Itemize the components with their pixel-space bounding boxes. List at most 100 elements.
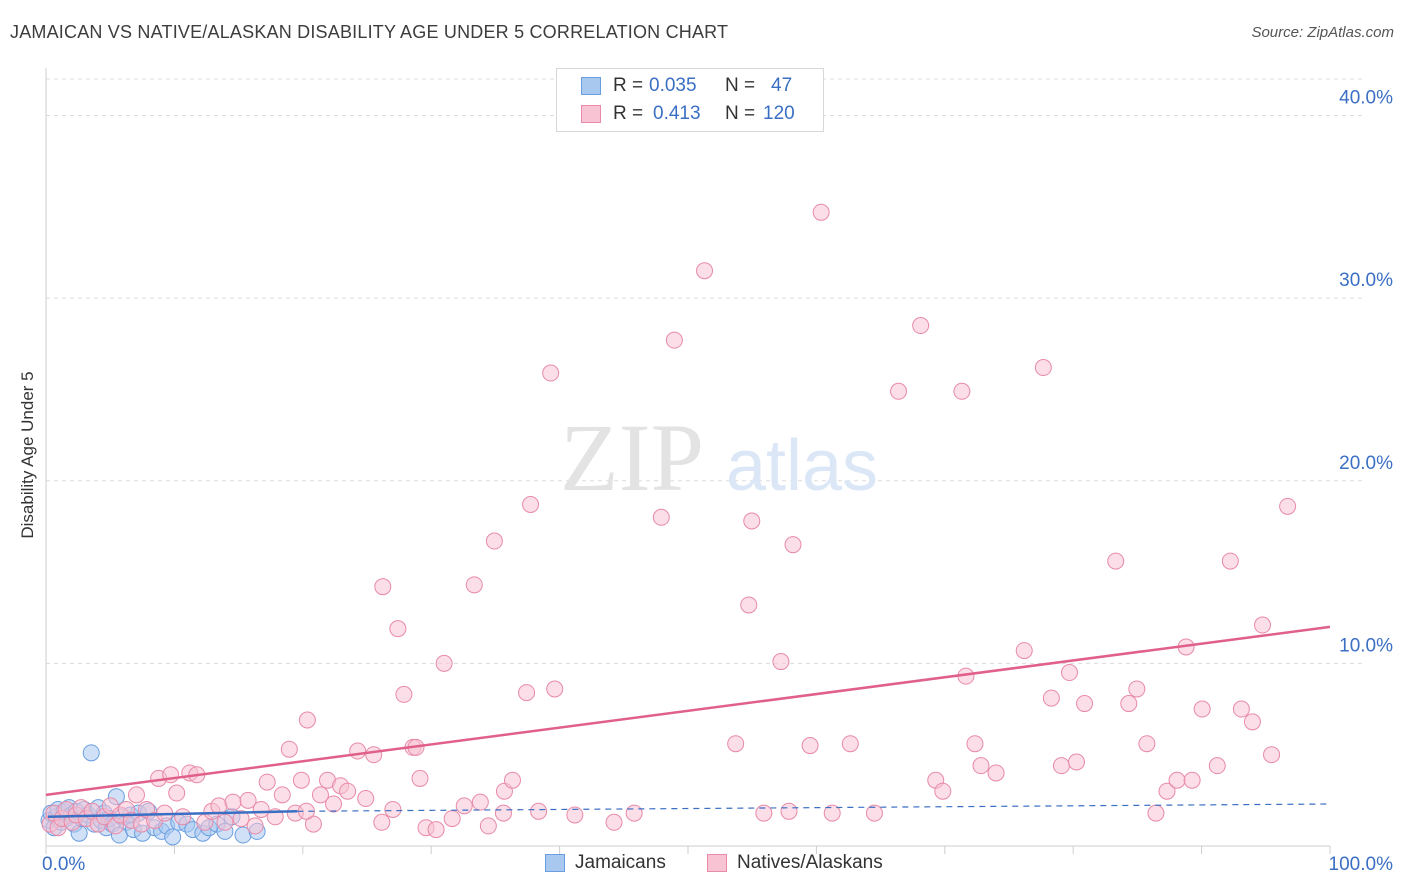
point-natives xyxy=(479,817,497,835)
y-tick-label: 10.0% xyxy=(1339,635,1393,656)
point-natives xyxy=(1128,680,1146,698)
legend-row-jamaicans: R = 0.035 N = 47 xyxy=(557,73,823,101)
point-natives xyxy=(934,782,952,800)
legend-swatch-jamaicans xyxy=(545,854,565,872)
point-natives xyxy=(812,203,830,221)
watermark-zip: ZIP xyxy=(560,404,704,511)
legend-label-natives: Natives/Alaskans xyxy=(737,852,883,873)
trend-line-natives xyxy=(45,625,1331,797)
point-natives xyxy=(1107,552,1125,570)
correlation-legend: R = 0.035 N = 47 R = 0.413 N = 120 xyxy=(556,68,824,132)
trend-lines xyxy=(45,625,1331,819)
point-natives xyxy=(365,746,383,764)
point-natives xyxy=(1183,771,1201,789)
point-natives xyxy=(912,317,930,335)
point-natives xyxy=(210,797,228,815)
point-natives xyxy=(625,804,643,822)
x-tick-label-min: 0.0% xyxy=(42,854,85,875)
point-natives xyxy=(357,790,375,808)
point-natives xyxy=(443,810,461,828)
point-natives xyxy=(239,791,257,809)
point-natives xyxy=(216,813,234,831)
trend-line-jamaicans-extension xyxy=(297,803,1331,812)
point-natives xyxy=(1232,700,1250,718)
y-tick-label: 40.0% xyxy=(1339,88,1393,109)
legend-n-value: 47 xyxy=(771,75,793,96)
legend-swatch-natives xyxy=(581,105,601,123)
point-natives xyxy=(1221,552,1239,570)
y-tick-label: 30.0% xyxy=(1339,270,1393,291)
point-natives xyxy=(1052,757,1070,775)
legend-r-label: R = xyxy=(613,75,644,96)
point-natives xyxy=(1208,757,1226,775)
point-natives xyxy=(455,797,473,815)
point-natives xyxy=(311,786,329,804)
point-natives xyxy=(1120,695,1138,713)
point-natives xyxy=(652,508,670,526)
point-natives xyxy=(395,685,413,703)
point-natives xyxy=(890,382,908,400)
point-natives xyxy=(665,331,683,349)
point-natives xyxy=(953,382,971,400)
trend-line-jamaicans xyxy=(47,810,298,819)
point-natives xyxy=(865,804,883,822)
point-natives xyxy=(987,764,1005,782)
point-natives xyxy=(280,740,298,758)
point-natives xyxy=(471,793,489,811)
y-tick-labels: 10.0% 20.0% 30.0% 40.0% xyxy=(1339,88,1393,657)
point-natives xyxy=(373,813,391,831)
point-natives xyxy=(1279,497,1297,515)
point-natives xyxy=(384,800,402,818)
y-axis-label: Disability Age Under 5 xyxy=(18,371,37,539)
point-natives xyxy=(349,742,367,760)
point-natives xyxy=(1138,735,1156,753)
point-natives xyxy=(1243,713,1261,731)
point-natives xyxy=(972,757,990,775)
point-natives xyxy=(755,804,773,822)
point-natives xyxy=(841,735,859,753)
legend-r-label: R = xyxy=(613,103,644,124)
point-natives xyxy=(168,784,186,802)
gridlines xyxy=(46,78,1366,664)
point-natives xyxy=(605,813,623,831)
x-tick-labels: 0.0% 100.0% xyxy=(42,854,1393,875)
point-natives xyxy=(224,793,242,811)
point-natives xyxy=(127,786,145,804)
point-natives xyxy=(772,653,790,671)
point-natives xyxy=(503,771,521,789)
point-natives xyxy=(389,620,407,638)
point-natives xyxy=(411,769,429,787)
point-natives xyxy=(427,821,445,839)
y-tick-label: 20.0% xyxy=(1339,453,1393,474)
point-natives xyxy=(727,735,745,753)
point-natives xyxy=(530,802,548,820)
point-natives xyxy=(1042,689,1060,707)
point-natives xyxy=(258,773,276,791)
axes xyxy=(45,68,1331,854)
point-natives xyxy=(784,536,802,554)
point-natives xyxy=(246,817,264,835)
point-natives xyxy=(522,496,540,514)
legend-r-value: 0.413 xyxy=(653,103,701,124)
point-jamaicans xyxy=(164,828,182,846)
point-natives xyxy=(485,532,503,550)
point-natives xyxy=(801,737,819,755)
legend-n-value: 120 xyxy=(763,103,795,124)
point-natives xyxy=(273,786,291,804)
legend-r-value: 0.035 xyxy=(649,75,697,96)
watermark-atlas: atlas xyxy=(726,426,878,506)
point-natives xyxy=(743,512,761,530)
point-natives xyxy=(518,684,536,702)
point-natives xyxy=(1060,664,1078,682)
point-natives xyxy=(1158,782,1176,800)
point-natives xyxy=(292,771,310,789)
point-natives xyxy=(1034,359,1052,377)
data-points xyxy=(40,203,1297,846)
point-natives xyxy=(174,808,192,826)
point-natives xyxy=(780,802,798,820)
point-natives xyxy=(1168,771,1186,789)
source-label: Source: ZipAtlas.com xyxy=(1251,24,1394,41)
legend-label-jamaicans: Jamaicans xyxy=(575,852,666,873)
point-natives xyxy=(1068,753,1086,771)
